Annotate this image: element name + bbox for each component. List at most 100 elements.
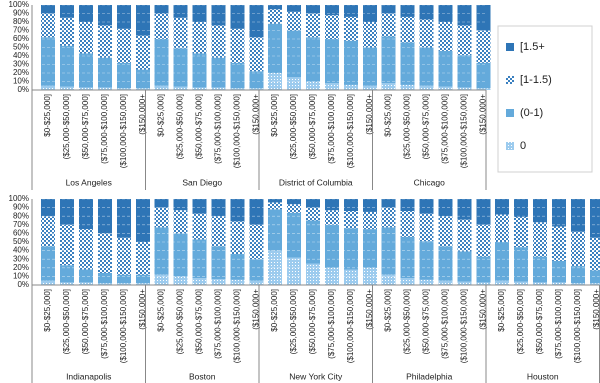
bar-segment xyxy=(249,37,264,72)
x-tick-label: $0-$25,000] xyxy=(270,94,279,137)
bar-segment xyxy=(552,199,566,227)
bar-segment xyxy=(230,28,245,63)
bar-segment xyxy=(230,254,245,280)
bar-segment xyxy=(438,50,453,87)
legend-swatch xyxy=(506,142,514,150)
bar-segment xyxy=(438,280,453,285)
bar-segment xyxy=(41,5,55,14)
bar-segment xyxy=(287,30,301,78)
bar-segment xyxy=(154,5,169,14)
bar-segment xyxy=(476,282,491,285)
bar-segment xyxy=(98,5,112,26)
x-tick-label: ($100,000-$150,000] xyxy=(119,289,128,363)
bar-segment xyxy=(287,212,301,258)
x-tick-label: ($75,000-$100,000] xyxy=(441,94,450,164)
bar-segment xyxy=(79,282,93,285)
y-tick-label: 70% xyxy=(13,26,29,35)
bar-segment xyxy=(60,265,74,283)
bar-segment xyxy=(363,211,377,230)
bar-segment xyxy=(98,283,112,285)
bar-segment xyxy=(438,5,453,22)
bar-segment xyxy=(117,237,131,275)
x-tick-label: ($25,000-$50,000] xyxy=(289,94,298,159)
bar-segment xyxy=(41,85,55,90)
bar-segment xyxy=(590,283,600,285)
bar-segment xyxy=(41,37,55,86)
bar-segment xyxy=(514,247,528,282)
y-tick-label: 10% xyxy=(13,77,29,86)
bar-segment xyxy=(419,241,434,280)
y-tick-label: 70% xyxy=(13,220,29,229)
group-label: New York City xyxy=(289,371,343,381)
bar-segment xyxy=(211,87,226,90)
x-tick-label: ($150,000+ xyxy=(138,289,147,330)
y-tick-label: 0% xyxy=(17,85,29,94)
bar-segment xyxy=(287,77,301,90)
bar-segment xyxy=(136,274,150,284)
bar-segment xyxy=(117,283,131,285)
bar-segment xyxy=(249,280,264,285)
bar-segment xyxy=(211,216,226,247)
x-tick-label: $0-$25,000] xyxy=(157,94,166,137)
bar-segment xyxy=(325,83,339,90)
bar-segment xyxy=(192,199,207,214)
x-tick-label: ($50,000-$75,000] xyxy=(308,289,317,354)
y-tick-label: 20% xyxy=(13,263,29,272)
bar-segment xyxy=(344,199,358,212)
bar-segment xyxy=(211,57,226,88)
legend-swatch xyxy=(506,43,514,51)
bar-segment xyxy=(325,5,339,16)
bar-segment xyxy=(136,35,150,70)
bar-segment xyxy=(381,36,396,84)
bar-segment xyxy=(192,213,207,240)
bar-segment xyxy=(173,48,188,87)
bar-segment xyxy=(438,86,453,90)
x-tick-label: ($25,000-$50,000] xyxy=(176,94,185,159)
bar-segment xyxy=(154,85,169,90)
x-tick-label: ($75,000-$100,000] xyxy=(327,289,336,359)
bar-segment xyxy=(552,282,566,285)
bar-segment xyxy=(287,199,301,205)
x-tick-label: $0-$25,000] xyxy=(384,289,393,332)
bar-segment xyxy=(173,210,188,234)
bar-segment xyxy=(268,199,282,203)
group-label: Boston xyxy=(189,371,216,381)
y-tick-label: 10% xyxy=(13,272,29,281)
bar-segment xyxy=(344,269,358,285)
bar-segment xyxy=(60,199,74,225)
bar-segment xyxy=(98,87,112,90)
bar-segment xyxy=(249,5,264,38)
bar-segment xyxy=(495,199,509,215)
bar-segment xyxy=(514,199,528,218)
bar-segment xyxy=(514,217,528,248)
bar-segment xyxy=(344,211,358,229)
bar-segment xyxy=(287,204,301,213)
bar-segment xyxy=(230,221,245,255)
bar-segment xyxy=(476,88,491,90)
x-tick-label: ($100,000-$150,000] xyxy=(573,289,582,363)
bar-segment xyxy=(79,87,93,90)
bar-segment xyxy=(268,5,282,10)
bar-segment xyxy=(173,276,188,285)
x-tick-label: ($25,000-$50,000] xyxy=(62,94,71,159)
bar-segment xyxy=(400,278,415,285)
bar-segment xyxy=(344,40,358,85)
y-tick-label: 30% xyxy=(13,254,29,263)
bar-segment xyxy=(344,84,358,90)
bar-segment xyxy=(173,17,188,49)
bar-segment xyxy=(79,229,93,270)
x-tick-label: ($75,000-$100,000] xyxy=(327,94,336,164)
y-tick-label: 60% xyxy=(13,34,29,43)
bar-segment xyxy=(571,283,585,285)
bar-segment xyxy=(363,229,377,268)
bar-segment xyxy=(495,280,509,285)
bar-segment xyxy=(154,13,169,39)
bar-segment xyxy=(363,22,377,48)
bar-segment xyxy=(400,211,415,237)
x-tick-label: ($150,000+ xyxy=(252,289,261,330)
bar-segment xyxy=(287,11,301,31)
bar-segment xyxy=(476,30,491,63)
bar-segment xyxy=(268,23,282,73)
x-tick-label: ($50,000-$75,000] xyxy=(422,289,431,354)
x-tick-label: $0-$25,000] xyxy=(157,289,166,332)
